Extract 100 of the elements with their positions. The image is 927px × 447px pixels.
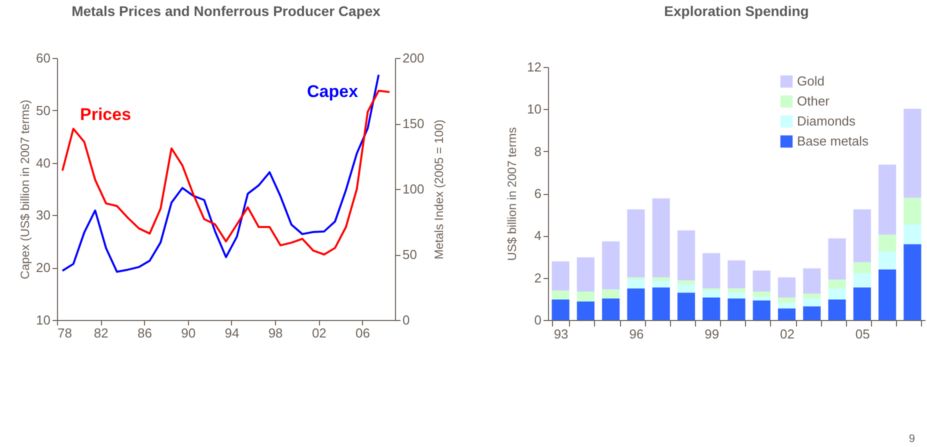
y-tick-label: 6 [534,186,542,201]
y-axis-title: US$ billion in 2007 terms [505,127,520,261]
bar [602,241,620,290]
bar [778,297,796,303]
chart-title: Exploration Spending [664,3,809,19]
line-series [61,74,380,273]
bar [752,296,770,300]
bar [552,261,570,290]
bar [904,198,922,224]
y-tick-label: 4 [534,228,542,244]
legend-label: Diamonds [797,114,856,128]
y2-tick-label: 200 [402,50,424,66]
series-label: Prices [80,105,132,124]
bar [552,290,570,300]
bar [803,298,821,306]
x-tick-label: 02 [312,326,326,340]
bar [878,251,896,270]
bar [752,292,770,297]
text: 9 [908,433,915,445]
bar [702,290,720,298]
x-tick-label: 93 [554,326,568,342]
bar [828,238,846,280]
bar [576,257,594,292]
y2-tick-label: 100 [402,182,424,196]
bar [602,289,620,298]
y2-axis-title: Metals Index (2005 = 100) [432,120,446,260]
bar [878,269,896,320]
x-tick-label: 02 [780,326,794,342]
y-tick-label: 2 [534,270,542,286]
bar [702,253,720,288]
bar [652,198,670,278]
bar [778,308,796,320]
y-axis-title: Capex (US$ billion in 2007 terms) [18,100,32,280]
bar [552,300,570,320]
bar [778,302,796,308]
bar [602,298,620,320]
y-tick-label: 30 [36,208,50,223]
bar [853,273,871,288]
bar [853,287,871,320]
bar [728,292,746,298]
x-tick-label: 90 [181,326,196,340]
legend-label: Gold [797,74,824,88]
x-tick-label: 98 [268,326,283,340]
bar [878,234,896,252]
chart-title: Metals Prices and Nonferrous Producer Capex [72,3,381,19]
bar [904,244,922,320]
y-tick-label: 10 [527,102,542,117]
bar [828,288,846,300]
x-tick-label: 82 [94,326,108,340]
x-tick-label: 86 [137,326,152,340]
bar [576,292,594,302]
y-tick-label: 50 [36,102,50,118]
bar [853,209,871,262]
y-tick-label: 60 [36,50,50,66]
bar [627,277,645,280]
bar [627,288,645,320]
bar [752,270,770,292]
y-tick-label: 10 [36,312,50,328]
bar [652,277,670,281]
bar [752,300,770,320]
bar [853,262,871,274]
bar [702,297,720,320]
x-tick-label: 06 [356,326,370,340]
bar [728,288,746,293]
bar [627,209,645,278]
y-tick-label: 20 [36,260,50,276]
bar [728,260,746,288]
bar [803,306,821,320]
bar [904,224,922,244]
legend-label: Base metals [797,134,870,148]
y-tick-label: 0 [534,312,542,328]
bar [627,280,645,288]
y2-tick-label: 0 [402,312,410,328]
bar [904,108,922,198]
bar [828,280,846,289]
bar [677,230,696,280]
bar [677,284,696,293]
bar [652,280,670,288]
bar [803,268,821,294]
x-tick-label: 05 [855,326,870,342]
series-label: Capex [307,82,359,101]
bar [878,164,896,235]
bar [576,301,594,320]
bar [728,298,746,320]
bar [677,280,696,285]
legend-label: Other [797,94,830,108]
x-tick-label: 99 [704,326,720,342]
y-tick-label: 40 [36,155,50,170]
bar [677,292,696,320]
y-tick-label: 8 [534,144,542,159]
bar [778,277,796,298]
x-tick-label: 78 [58,326,72,340]
x-tick-label: 96 [629,326,644,342]
y-tick-label: 12 [527,60,542,74]
y2-tick-label: 150 [402,116,424,131]
bar [803,294,821,298]
bar [828,300,846,320]
y2-tick-label: 50 [402,247,417,262]
bar [652,287,670,320]
x-tick-label: 94 [224,326,240,340]
